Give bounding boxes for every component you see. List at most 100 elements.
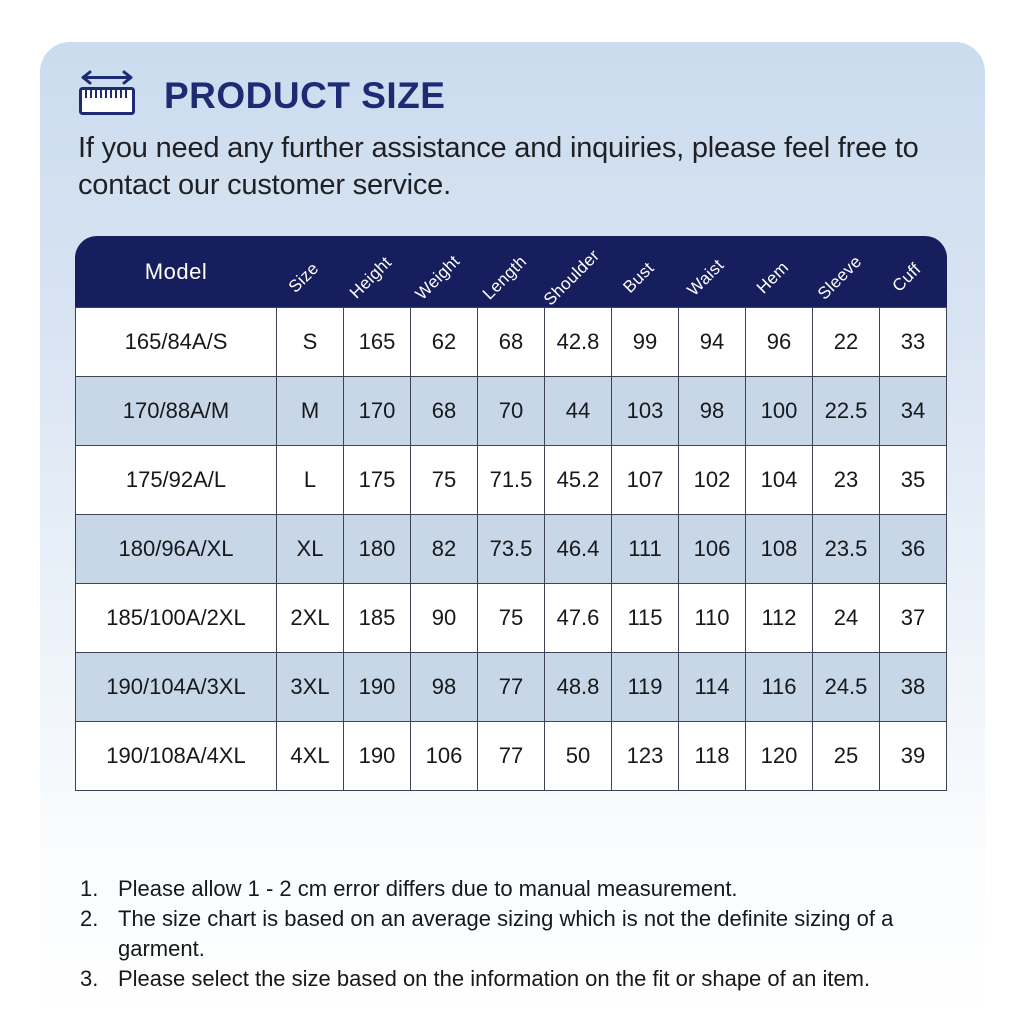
table-row: 190/104A/3XL 3XL 190 98 77 48.8 119 114 116 24.5 3… xyxy=(75,653,947,722)
table-row: 190/108A/4XL 4XL 190 106 77 50 123 118 120 25 39 xyxy=(75,722,947,791)
table-cell: L xyxy=(277,446,344,515)
table-cell: 34 xyxy=(880,377,947,446)
table-cell: 185/100A/2XL xyxy=(75,584,277,653)
note-text: The size chart is based on an average si… xyxy=(118,906,894,961)
table-cell: 103 xyxy=(612,377,679,446)
table-cell: XL xyxy=(277,515,344,584)
table-cell: 68 xyxy=(478,307,545,377)
table-cell: M xyxy=(277,377,344,446)
table-cell: 36 xyxy=(880,515,947,584)
table-cell: 24 xyxy=(813,584,880,653)
table-cell: 107 xyxy=(612,446,679,515)
table-cell: 25 xyxy=(813,722,880,791)
table-cell: 118 xyxy=(679,722,746,791)
table-cell: 73.5 xyxy=(478,515,545,584)
table-cell: 94 xyxy=(679,307,746,377)
ruler-icon xyxy=(78,70,136,122)
table-cell: 71.5 xyxy=(478,446,545,515)
table-cell: 4XL xyxy=(277,722,344,791)
table-cell: 98 xyxy=(411,653,478,722)
note-number: 1. xyxy=(80,876,99,901)
section-header: PRODUCT SIZE xyxy=(78,70,445,122)
column-header-shoulder: Shoulder xyxy=(539,236,612,309)
table-cell: 170/88A/M xyxy=(75,377,277,446)
table-cell: 35 xyxy=(880,446,947,515)
column-header-length: Length xyxy=(478,236,545,307)
table-cell: 77 xyxy=(478,722,545,791)
table-cell: 23.5 xyxy=(813,515,880,584)
table-row: 185/100A/2XL 2XL 185 90 75 47.6 115 110 112 24 37 xyxy=(75,584,947,653)
table-cell: 96 xyxy=(746,307,813,377)
column-header-height: Height xyxy=(344,236,411,307)
table-cell: 190/108A/4XL xyxy=(75,722,277,791)
table-cell: 90 xyxy=(411,584,478,653)
table-cell: 2XL xyxy=(277,584,344,653)
subtitle-text: If you need any further assistance and i… xyxy=(78,132,919,201)
table-cell: 123 xyxy=(612,722,679,791)
table-cell: 180/96A/XL xyxy=(75,515,277,584)
column-header-size: Size xyxy=(277,236,344,307)
size-table-body: 165/84A/S S 165 62 68 42.8 99 94 96 22 33 170/88A/M… xyxy=(75,307,947,791)
table-cell: 75 xyxy=(411,446,478,515)
table-cell: 102 xyxy=(679,446,746,515)
table-cell: 42.8 xyxy=(545,307,612,377)
table-cell: 23 xyxy=(813,446,880,515)
table-cell: 116 xyxy=(746,653,813,722)
table-cell: 33 xyxy=(880,307,947,377)
table-cell: 98 xyxy=(679,377,746,446)
table-row: 175/92A/L L 175 75 71.5 45.2 107 102 104 23 35 xyxy=(75,446,947,515)
table-row: 170/88A/M M 170 68 70 44 103 98 100 22.5 34 xyxy=(75,377,947,446)
table-cell: 115 xyxy=(612,584,679,653)
note-item: 3. Please select the size based on the in… xyxy=(80,964,970,994)
table-cell: 3XL xyxy=(277,653,344,722)
table-cell: 99 xyxy=(612,307,679,377)
table-cell: 100 xyxy=(746,377,813,446)
table-cell: 70 xyxy=(478,377,545,446)
column-header-model: Model xyxy=(75,236,277,307)
table-cell: 180 xyxy=(344,515,411,584)
table-cell: 114 xyxy=(679,653,746,722)
table-cell: 24.5 xyxy=(813,653,880,722)
table-cell: 62 xyxy=(411,307,478,377)
table-row: 180/96A/XL XL 180 82 73.5 46.4 111 106 108 23.5 36 xyxy=(75,515,947,584)
table-cell: S xyxy=(277,307,344,377)
notes-list: 1. Please allow 1 - 2 cm error differs du… xyxy=(80,874,970,994)
table-cell: 112 xyxy=(746,584,813,653)
table-cell: 46.4 xyxy=(545,515,612,584)
note-item: 1. Please allow 1 - 2 cm error differs du… xyxy=(80,874,970,904)
table-cell: 110 xyxy=(679,584,746,653)
size-table: Model Size Height Weight Length Shoulder Bust W… xyxy=(75,236,947,791)
table-cell: 39 xyxy=(880,722,947,791)
table-cell: 68 xyxy=(411,377,478,446)
table-cell: 190/104A/3XL xyxy=(75,653,277,722)
note-number: 3. xyxy=(80,966,99,991)
table-cell: 108 xyxy=(746,515,813,584)
size-chart-card: PRODUCT SIZE If you need any further ass… xyxy=(40,42,985,1022)
note-number: 2. xyxy=(80,906,99,931)
header-row: Model Size Height Weight Length Shoulder Bust W… xyxy=(75,236,947,309)
note-text: Please select the size based on the info… xyxy=(118,966,871,991)
table-cell: 44 xyxy=(545,377,612,446)
table-cell: 37 xyxy=(880,584,947,653)
table-cell: 106 xyxy=(679,515,746,584)
table-cell: 165 xyxy=(344,307,411,377)
table-cell: 111 xyxy=(612,515,679,584)
table-cell: 165/84A/S xyxy=(75,307,277,377)
table-cell: 190 xyxy=(344,653,411,722)
table-cell: 106 xyxy=(411,722,478,791)
table-cell: 190 xyxy=(344,722,411,791)
table-cell: 175 xyxy=(344,446,411,515)
table-cell: 175/92A/L xyxy=(75,446,277,515)
table-cell: 50 xyxy=(545,722,612,791)
table-cell: 119 xyxy=(612,653,679,722)
table-cell: 47.6 xyxy=(545,584,612,653)
table-cell: 45.2 xyxy=(545,446,612,515)
table-cell: 82 xyxy=(411,515,478,584)
note-item: 2. The size chart is based on an average … xyxy=(80,904,970,964)
note-text: Please allow 1 - 2 cm error differs due … xyxy=(118,876,738,901)
table-cell: 104 xyxy=(746,446,813,515)
column-header-weight: Weight xyxy=(411,236,478,307)
table-cell: 22 xyxy=(813,307,880,377)
table-cell: 38 xyxy=(880,653,947,722)
